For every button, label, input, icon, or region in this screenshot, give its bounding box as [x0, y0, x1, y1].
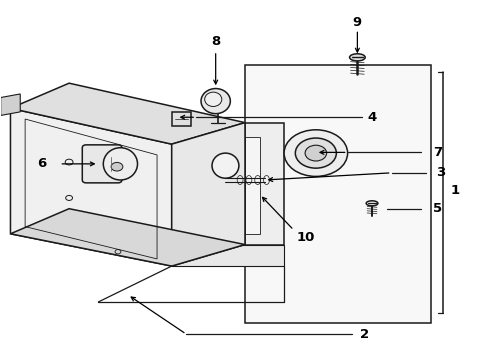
Polygon shape [245, 65, 431, 323]
Text: 9: 9 [353, 16, 362, 29]
FancyBboxPatch shape [82, 145, 122, 183]
Polygon shape [10, 108, 171, 266]
Ellipse shape [205, 92, 222, 107]
Text: 6: 6 [38, 157, 47, 170]
Text: 4: 4 [368, 111, 377, 124]
Polygon shape [245, 137, 260, 234]
Ellipse shape [212, 153, 239, 178]
Polygon shape [0, 94, 20, 116]
Polygon shape [10, 83, 245, 144]
Circle shape [305, 145, 327, 161]
Text: 8: 8 [211, 35, 220, 49]
Ellipse shape [349, 54, 365, 61]
Circle shape [284, 130, 347, 176]
Ellipse shape [201, 89, 230, 114]
FancyBboxPatch shape [172, 112, 191, 126]
Polygon shape [172, 123, 245, 266]
Circle shape [111, 162, 123, 171]
Text: 2: 2 [360, 328, 369, 341]
Circle shape [295, 138, 336, 168]
Text: 7: 7 [434, 146, 442, 159]
Ellipse shape [103, 148, 138, 180]
Text: 3: 3 [436, 166, 445, 179]
Ellipse shape [366, 201, 378, 206]
Text: 1: 1 [450, 184, 460, 197]
Polygon shape [245, 123, 284, 244]
Text: 10: 10 [297, 231, 315, 244]
Polygon shape [172, 244, 284, 266]
Polygon shape [10, 209, 245, 266]
Text: 5: 5 [434, 202, 442, 215]
